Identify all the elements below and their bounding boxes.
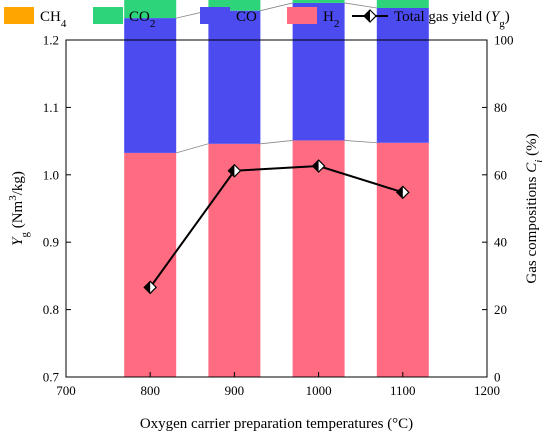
legend-marker-half-yg xyxy=(364,10,370,22)
y-axis-left: 0.7 0.8 0.9 1.0 1.1 1.2 xyxy=(43,33,71,385)
bar-h2-1100 xyxy=(376,142,429,377)
y-left-title-main: Y xyxy=(10,236,26,246)
total-gas-yield-line xyxy=(143,159,410,295)
y-right-tick-label-100: 100 xyxy=(494,33,514,48)
bar-co-800 xyxy=(124,18,177,153)
x-tick-label-1000: 1000 xyxy=(306,383,332,398)
bar-h2-900 xyxy=(208,143,261,377)
bar-co2-1100 xyxy=(376,0,429,8)
y-left-tick-label-1.0: 1.0 xyxy=(43,167,59,182)
yield-point-half-1100 xyxy=(396,186,403,199)
y-left-tick-label-1.1: 1.1 xyxy=(43,100,59,115)
y-left-tick-label-0.8: 0.8 xyxy=(43,302,59,317)
y-left-title-unit-close: /kg) xyxy=(10,171,26,195)
x-axis: 700 800 900 1000 1100 1200 xyxy=(56,372,500,398)
legend-label-ch4: CH4 xyxy=(40,9,67,30)
y-right-title-unit: (%) xyxy=(524,133,540,159)
y-left-title-unit-sup: 3 xyxy=(7,195,19,201)
bar-co-900 xyxy=(208,10,261,144)
legend-swatch-co xyxy=(200,7,230,24)
y-left-tick-label-0.7: 0.7 xyxy=(43,370,60,385)
legend-swatch-ch4 xyxy=(4,7,34,24)
legend-swatch-h2 xyxy=(287,7,317,24)
legend-label-co: CO xyxy=(236,9,257,25)
y-right-title-italic: C xyxy=(524,162,540,173)
x-tick-label-700: 700 xyxy=(56,383,76,398)
legend: CH4 CO2 CO H2 Total gas yield (Yg) xyxy=(4,7,510,30)
bar-co2-1000 xyxy=(292,0,345,3)
y-left-title-sub: g xyxy=(19,232,31,238)
y-right-tick-label-0: 0 xyxy=(494,370,501,385)
yield-point-half-900 xyxy=(228,164,235,177)
y-left-tick-label-0.9: 0.9 xyxy=(43,235,59,250)
bar-co2-900 xyxy=(208,0,261,11)
y-left-axis-title: Yg (Nm3/kg) xyxy=(7,171,31,246)
yield-line xyxy=(149,165,404,288)
yield-point-half-1000 xyxy=(312,160,319,173)
legend-label-h2: H2 xyxy=(323,9,339,30)
x-tick-label-1100: 1100 xyxy=(390,383,416,398)
bar-h2-800 xyxy=(124,152,177,377)
x-tick-label-800: 800 xyxy=(140,383,160,398)
legend-swatch-co2 xyxy=(93,7,123,24)
y-left-tick-label-1.2: 1.2 xyxy=(43,33,59,48)
y-left-title-unit-open: (Nm xyxy=(10,200,26,232)
y-right-tick-label-20: 20 xyxy=(494,302,507,317)
y-right-tick-label-40: 40 xyxy=(494,235,507,250)
bar-h2-1000 xyxy=(292,140,345,377)
y-right-tick-label-80: 80 xyxy=(494,100,507,115)
bar-co-1000 xyxy=(292,2,345,141)
y-right-title-sub: i xyxy=(533,160,545,163)
connector-h2-1 xyxy=(260,140,293,145)
connector-h2-0 xyxy=(176,143,209,154)
legend-label-yg: Total gas yield (Yg) xyxy=(394,9,510,30)
connector-co-1 xyxy=(260,2,293,12)
stacked-bars xyxy=(124,0,429,377)
y-right-tick-label-60: 60 xyxy=(494,167,507,182)
connector-h2-2 xyxy=(344,140,377,144)
y-right-title-main: Gas compositions xyxy=(524,173,540,284)
x-axis-title: Oxygen carrier preparation temperatures … xyxy=(140,416,413,432)
bar-co-1100 xyxy=(376,7,429,143)
bar-co2-800 xyxy=(124,0,177,19)
y-axis-right: 0 20 40 60 80 100 xyxy=(482,33,514,385)
y-right-axis-title: Gas compositions Ci (%) xyxy=(524,133,545,283)
connector-co-2 xyxy=(344,2,377,9)
x-tick-label-1200: 1200 xyxy=(474,383,500,398)
yield-point-half-800 xyxy=(144,281,151,294)
plot-frame xyxy=(65,39,488,378)
x-tick-label-900: 900 xyxy=(225,383,245,398)
legend-label-co2: CO2 xyxy=(129,9,155,30)
